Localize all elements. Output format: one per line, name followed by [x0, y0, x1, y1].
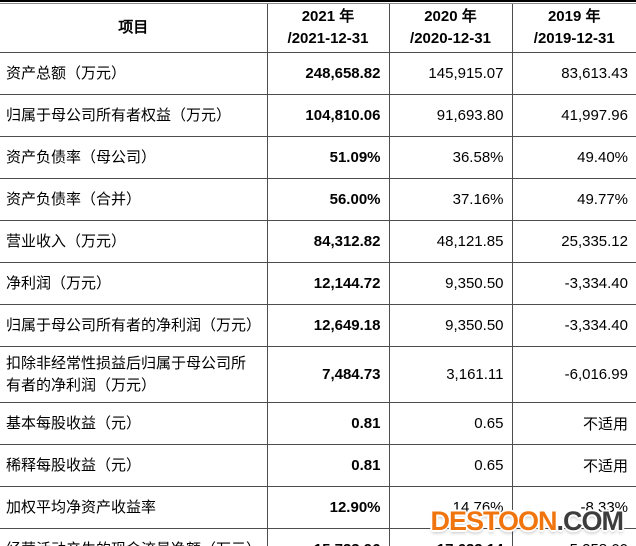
value-2020: 0.65 — [388, 444, 512, 487]
value-2019: 5,258.00 — [511, 528, 636, 546]
row-label: 净利润（万元） — [0, 262, 267, 305]
row-label: 归属于母公司所有者权益（万元） — [0, 94, 267, 137]
table-top-rule-thick — [0, 0, 636, 2]
header-2019-date: /2019-12-31 — [533, 30, 615, 47]
destoon-watermark: DESTOON.COM — [430, 506, 624, 536]
value-2019: 49.77% — [511, 178, 636, 221]
table-row: 经营活动产生的现金流量净额（万元） 15,733.96 17,633.14 5,… — [0, 528, 636, 546]
header-col-2021: 2021 年 /2021-12-31 — [266, 4, 389, 53]
row-label: 营业收入（万元） — [0, 220, 267, 263]
value-2020: 37.16% — [388, 178, 512, 221]
header-col-2020: 2020 年 /2020-12-31 — [388, 4, 512, 53]
value-2020: 3,161.11 — [388, 346, 512, 403]
value-2020: 17,633.14 — [388, 528, 512, 546]
table-row: 净利润（万元） 12,144.72 9,350.50 -3,334.40 — [0, 262, 636, 305]
value-2021: 7,484.73 — [266, 346, 389, 403]
value-2021: 12,144.72 — [266, 262, 389, 305]
value-2019: 不适用 — [511, 402, 636, 445]
watermark-destoon-text: DESTOON — [430, 506, 557, 536]
value-2021: 56.00% — [266, 178, 389, 221]
row-label: 加权平均净资产收益率 — [0, 486, 267, 529]
value-2020: 9,350.50 — [388, 262, 512, 305]
row-label: 资产负债率（合并） — [0, 178, 267, 221]
watermark-com-text: .COM — [556, 506, 624, 536]
value-2021: 248,658.82 — [266, 52, 389, 95]
header-2020-year: 2020 年 — [424, 7, 477, 25]
value-2021: 104,810.06 — [266, 94, 389, 137]
header-row: 项目 2021 年 /2021-12-31 2020 年 /2020-12-31… — [0, 4, 636, 53]
value-2019: -8.33% — [511, 486, 636, 529]
table-row: 扣除非经常性损益后归属于母公司所有者的净利润（万元） 7,484.73 3,16… — [0, 346, 636, 403]
value-2021: 12.90% — [266, 486, 389, 529]
value-2019: -3,334.40 — [511, 304, 636, 347]
value-2019: 25,335.12 — [511, 220, 636, 263]
row-label: 基本每股收益（元） — [0, 402, 267, 445]
value-2019: 83,613.43 — [511, 52, 636, 95]
header-2019-year: 2019 年 — [547, 7, 601, 25]
value-2020: 145,915.07 — [388, 52, 512, 95]
row-label: 扣除非经常性损益后归属于母公司所有者的净利润（万元） — [0, 346, 267, 403]
value-2020: 36.58% — [388, 136, 512, 179]
header-col-2019: 2019 年 /2019-12-31 — [511, 4, 636, 53]
row-label: 稀释每股收益（元） — [0, 444, 267, 487]
value-2021: 84,312.82 — [266, 220, 389, 263]
value-2019: -6,016.99 — [511, 346, 636, 403]
value-2019: -3,334.40 — [511, 262, 636, 305]
value-2021: 51.09% — [266, 136, 389, 179]
header-2020-date: /2020-12-31 — [410, 30, 491, 47]
value-2021: 15,733.96 — [266, 528, 389, 546]
value-2021: 0.81 — [266, 444, 389, 487]
financial-summary-table: 项目 2021 年 /2021-12-31 2020 年 /2020-12-31… — [0, 4, 636, 546]
row-label: 经营活动产生的现金流量净额（万元） — [0, 528, 267, 546]
header-2021-date: /2021-12-31 — [287, 30, 369, 47]
row-label: 归属于母公司所有者的净利润（万元） — [0, 304, 267, 347]
value-2020: 48,121.85 — [388, 220, 512, 263]
table-row: 营业收入（万元） 84,312.82 48,121.85 25,335.12 — [0, 220, 636, 263]
table-header: 项目 2021 年 /2021-12-31 2020 年 /2020-12-31… — [0, 4, 636, 53]
table-top-rule-thin — [0, 3, 636, 4]
value-2020: 14.76% — [388, 486, 512, 529]
header-2021-year: 2021 年 — [301, 7, 355, 25]
table-row: 归属于母公司所有者权益（万元） 104,810.06 91,693.80 41,… — [0, 94, 636, 137]
value-2020: 91,693.80 — [388, 94, 512, 137]
row-label: 资产总额（万元） — [0, 52, 267, 95]
table-row: 加权平均净资产收益率 12.90% 14.76% -8.33% — [0, 486, 636, 529]
table-row: 归属于母公司所有者的净利润（万元） 12,649.18 9,350.50 -3,… — [0, 304, 636, 347]
value-2021: 0.81 — [266, 402, 389, 445]
table-row: 资产负债率（合并） 56.00% 37.16% 49.77% — [0, 178, 636, 221]
value-2019: 不适用 — [511, 444, 636, 487]
value-2019: 49.40% — [511, 136, 636, 179]
value-2020: 0.65 — [388, 402, 512, 445]
value-2019: 41,997.96 — [511, 94, 636, 137]
value-2021: 12,649.18 — [266, 304, 389, 347]
table-row: 稀释每股收益（元） 0.81 0.65 不适用 — [0, 444, 636, 487]
table-row: 基本每股收益（元） 0.81 0.65 不适用 — [0, 402, 636, 445]
table-row: 资产总额（万元） 248,658.82 145,915.07 83,613.43 — [0, 52, 636, 95]
row-label: 资产负债率（母公司） — [0, 136, 267, 179]
table-body: 资产总额（万元） 248,658.82 145,915.07 83,613.43… — [0, 52, 636, 546]
header-item-column: 项目 — [0, 4, 267, 53]
table-row: 资产负债率（母公司） 51.09% 36.58% 49.40% — [0, 136, 636, 179]
value-2020: 9,350.50 — [388, 304, 512, 347]
